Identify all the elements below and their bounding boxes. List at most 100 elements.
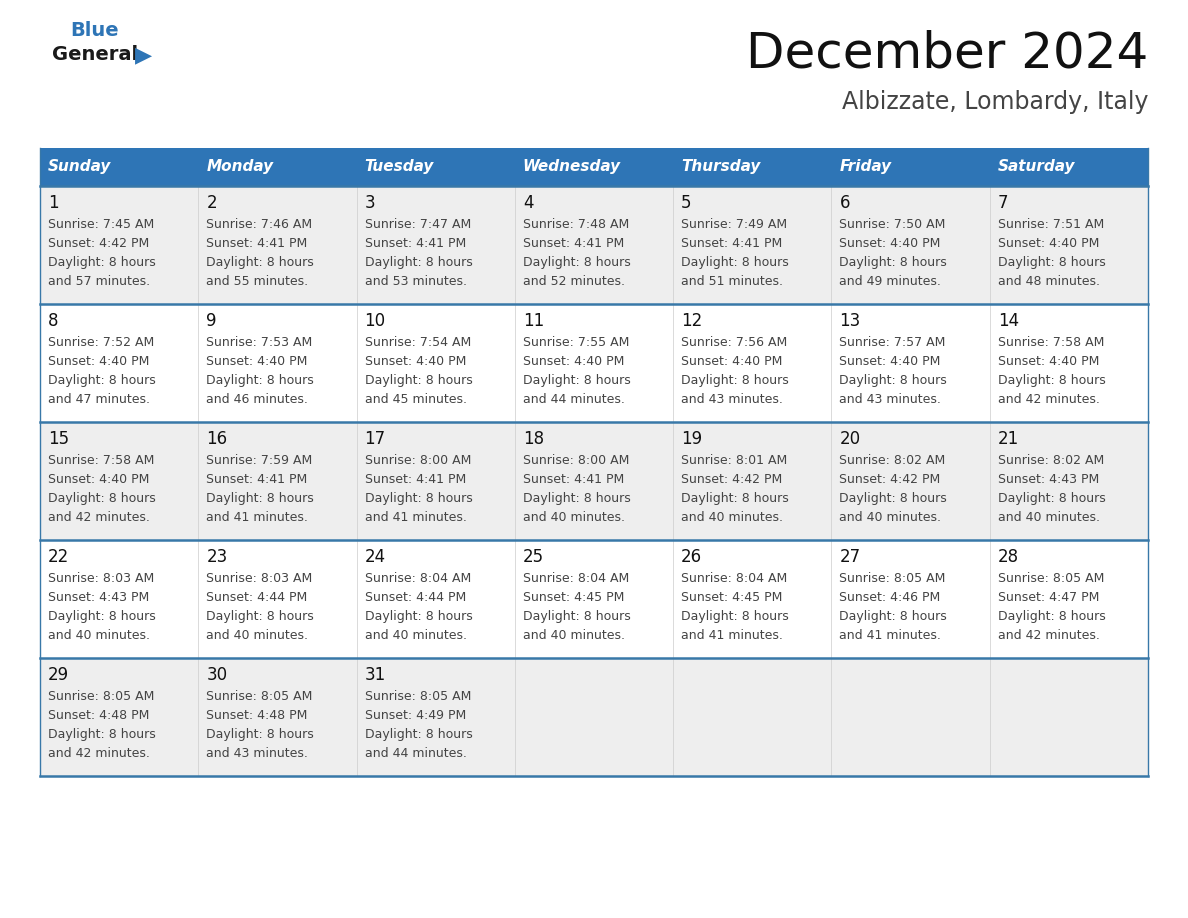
Text: Saturday: Saturday xyxy=(998,160,1075,174)
Text: Sunrise: 7:48 AM: Sunrise: 7:48 AM xyxy=(523,218,630,231)
Text: and 41 minutes.: and 41 minutes. xyxy=(840,629,941,642)
Bar xyxy=(198,148,356,186)
Text: Daylight: 8 hours: Daylight: 8 hours xyxy=(681,610,789,623)
Text: and 40 minutes.: and 40 minutes. xyxy=(523,511,625,524)
Text: ▶: ▶ xyxy=(135,45,152,65)
Text: and 42 minutes.: and 42 minutes. xyxy=(998,393,1100,406)
Text: 22: 22 xyxy=(48,548,69,566)
Text: and 42 minutes.: and 42 minutes. xyxy=(998,629,1100,642)
Text: Sunrise: 7:58 AM: Sunrise: 7:58 AM xyxy=(48,454,154,467)
Text: Sunset: 4:41 PM: Sunset: 4:41 PM xyxy=(207,473,308,486)
Text: 21: 21 xyxy=(998,430,1019,448)
Text: Sunrise: 8:05 AM: Sunrise: 8:05 AM xyxy=(207,690,312,703)
Text: Sunset: 4:42 PM: Sunset: 4:42 PM xyxy=(840,473,941,486)
Text: 29: 29 xyxy=(48,666,69,684)
Text: 4: 4 xyxy=(523,194,533,212)
Text: Sunrise: 8:05 AM: Sunrise: 8:05 AM xyxy=(48,690,154,703)
Text: Sunday: Sunday xyxy=(48,160,112,174)
Text: Daylight: 8 hours: Daylight: 8 hours xyxy=(207,492,314,505)
Text: Sunset: 4:40 PM: Sunset: 4:40 PM xyxy=(998,355,1099,368)
Text: Daylight: 8 hours: Daylight: 8 hours xyxy=(365,256,473,269)
Text: General: General xyxy=(52,45,138,64)
Text: December 2024: December 2024 xyxy=(746,30,1148,78)
Text: Sunrise: 7:50 AM: Sunrise: 7:50 AM xyxy=(840,218,946,231)
Text: Sunset: 4:40 PM: Sunset: 4:40 PM xyxy=(207,355,308,368)
Text: Sunset: 4:48 PM: Sunset: 4:48 PM xyxy=(207,709,308,722)
Text: Sunset: 4:43 PM: Sunset: 4:43 PM xyxy=(48,591,150,604)
Text: Blue: Blue xyxy=(70,21,119,40)
Text: Daylight: 8 hours: Daylight: 8 hours xyxy=(365,374,473,387)
Text: 13: 13 xyxy=(840,312,860,330)
Text: and 40 minutes.: and 40 minutes. xyxy=(681,511,783,524)
Text: Sunrise: 8:05 AM: Sunrise: 8:05 AM xyxy=(840,572,946,585)
Text: Sunset: 4:44 PM: Sunset: 4:44 PM xyxy=(365,591,466,604)
Text: Daylight: 8 hours: Daylight: 8 hours xyxy=(48,610,156,623)
Text: 5: 5 xyxy=(681,194,691,212)
Text: Sunset: 4:40 PM: Sunset: 4:40 PM xyxy=(523,355,624,368)
Text: Sunrise: 7:45 AM: Sunrise: 7:45 AM xyxy=(48,218,154,231)
Text: 25: 25 xyxy=(523,548,544,566)
Text: and 40 minutes.: and 40 minutes. xyxy=(523,629,625,642)
Text: 31: 31 xyxy=(365,666,386,684)
Text: Daylight: 8 hours: Daylight: 8 hours xyxy=(998,492,1106,505)
Text: Daylight: 8 hours: Daylight: 8 hours xyxy=(681,256,789,269)
Text: Sunset: 4:40 PM: Sunset: 4:40 PM xyxy=(48,355,150,368)
Text: and 44 minutes.: and 44 minutes. xyxy=(365,747,467,760)
Text: and 40 minutes.: and 40 minutes. xyxy=(365,629,467,642)
Text: Sunset: 4:44 PM: Sunset: 4:44 PM xyxy=(207,591,308,604)
Text: and 44 minutes.: and 44 minutes. xyxy=(523,393,625,406)
Text: Tuesday: Tuesday xyxy=(365,160,434,174)
Text: Daylight: 8 hours: Daylight: 8 hours xyxy=(48,492,156,505)
Text: Sunrise: 7:58 AM: Sunrise: 7:58 AM xyxy=(998,336,1104,349)
Text: and 42 minutes.: and 42 minutes. xyxy=(48,511,150,524)
Text: and 43 minutes.: and 43 minutes. xyxy=(840,393,941,406)
Text: Sunrise: 7:57 AM: Sunrise: 7:57 AM xyxy=(840,336,946,349)
Bar xyxy=(40,148,198,186)
Text: 10: 10 xyxy=(365,312,386,330)
Text: Daylight: 8 hours: Daylight: 8 hours xyxy=(523,256,631,269)
Text: Sunset: 4:41 PM: Sunset: 4:41 PM xyxy=(681,237,783,250)
Text: and 40 minutes.: and 40 minutes. xyxy=(207,629,308,642)
Text: Daylight: 8 hours: Daylight: 8 hours xyxy=(523,374,631,387)
Bar xyxy=(832,148,990,186)
Text: and 43 minutes.: and 43 minutes. xyxy=(207,747,308,760)
Text: Sunset: 4:49 PM: Sunset: 4:49 PM xyxy=(365,709,466,722)
Text: 24: 24 xyxy=(365,548,386,566)
Text: Daylight: 8 hours: Daylight: 8 hours xyxy=(840,256,947,269)
Text: Monday: Monday xyxy=(207,160,273,174)
Text: and 48 minutes.: and 48 minutes. xyxy=(998,275,1100,288)
Text: Sunset: 4:46 PM: Sunset: 4:46 PM xyxy=(840,591,941,604)
Text: Daylight: 8 hours: Daylight: 8 hours xyxy=(48,374,156,387)
Text: 1: 1 xyxy=(48,194,58,212)
Text: and 40 minutes.: and 40 minutes. xyxy=(48,629,150,642)
Text: Daylight: 8 hours: Daylight: 8 hours xyxy=(523,610,631,623)
Text: Sunrise: 8:04 AM: Sunrise: 8:04 AM xyxy=(523,572,630,585)
Text: Sunrise: 8:00 AM: Sunrise: 8:00 AM xyxy=(523,454,630,467)
Text: Sunset: 4:40 PM: Sunset: 4:40 PM xyxy=(681,355,783,368)
Text: Daylight: 8 hours: Daylight: 8 hours xyxy=(998,610,1106,623)
Bar xyxy=(40,658,1148,776)
Text: Sunrise: 8:02 AM: Sunrise: 8:02 AM xyxy=(998,454,1104,467)
Text: Sunset: 4:40 PM: Sunset: 4:40 PM xyxy=(840,237,941,250)
Text: Sunrise: 8:03 AM: Sunrise: 8:03 AM xyxy=(48,572,154,585)
Text: and 47 minutes.: and 47 minutes. xyxy=(48,393,150,406)
Text: Sunrise: 7:52 AM: Sunrise: 7:52 AM xyxy=(48,336,154,349)
Text: Sunset: 4:43 PM: Sunset: 4:43 PM xyxy=(998,473,1099,486)
Text: 9: 9 xyxy=(207,312,216,330)
Text: 18: 18 xyxy=(523,430,544,448)
Text: Daylight: 8 hours: Daylight: 8 hours xyxy=(48,256,156,269)
Text: Thursday: Thursday xyxy=(681,160,760,174)
Text: and 43 minutes.: and 43 minutes. xyxy=(681,393,783,406)
Text: Sunset: 4:42 PM: Sunset: 4:42 PM xyxy=(681,473,783,486)
Text: Daylight: 8 hours: Daylight: 8 hours xyxy=(207,728,314,741)
Text: 19: 19 xyxy=(681,430,702,448)
Text: 2: 2 xyxy=(207,194,217,212)
Text: Daylight: 8 hours: Daylight: 8 hours xyxy=(207,610,314,623)
Bar xyxy=(514,148,674,186)
Text: 27: 27 xyxy=(840,548,860,566)
Text: Daylight: 8 hours: Daylight: 8 hours xyxy=(998,374,1106,387)
Text: Sunrise: 7:53 AM: Sunrise: 7:53 AM xyxy=(207,336,312,349)
Text: Sunrise: 8:00 AM: Sunrise: 8:00 AM xyxy=(365,454,470,467)
Text: Sunset: 4:41 PM: Sunset: 4:41 PM xyxy=(365,237,466,250)
Text: Daylight: 8 hours: Daylight: 8 hours xyxy=(207,374,314,387)
